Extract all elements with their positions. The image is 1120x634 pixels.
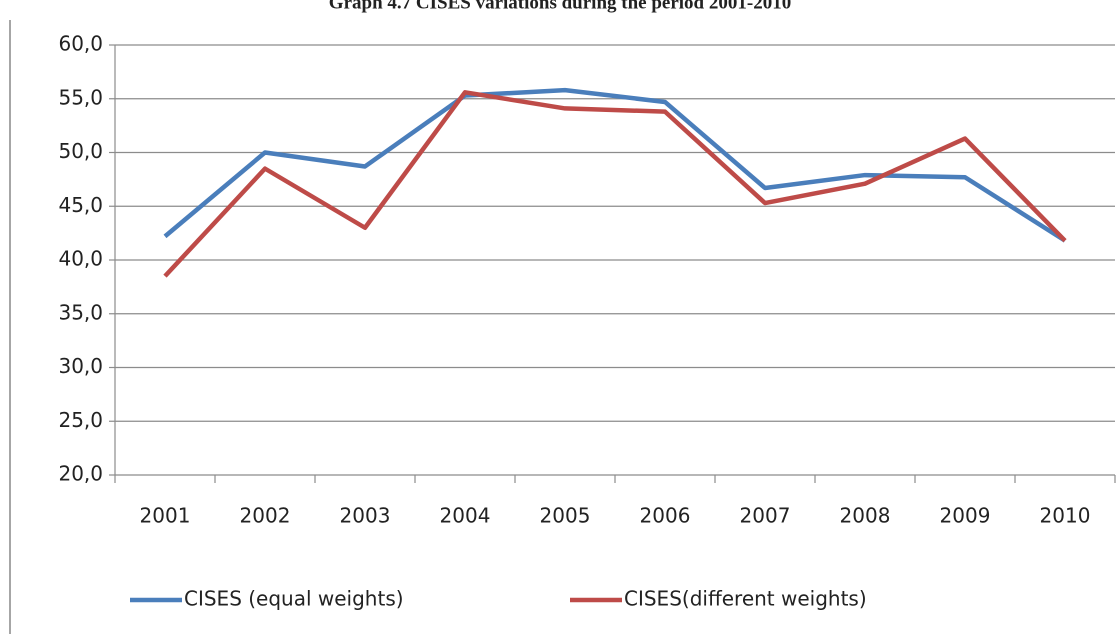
y-tick-label: 60,0 [58, 32, 103, 56]
y-tick-label: 45,0 [58, 193, 103, 217]
x-tick-label: 2006 [640, 504, 691, 528]
x-tick-label: 2008 [840, 504, 891, 528]
y-tick-label: 20,0 [58, 462, 103, 486]
chart-title: Graph 4.7 CISES variations during the pe… [329, 0, 791, 13]
legend-label: CISES(different weights) [624, 587, 867, 611]
series-line [163, 87, 1067, 243]
y-tick-label: 25,0 [58, 408, 103, 432]
x-tick-label: 2005 [540, 504, 591, 528]
y-tick-label: 50,0 [58, 139, 103, 163]
x-tick-label: 2003 [340, 504, 391, 528]
y-tick-label: 35,0 [58, 300, 103, 324]
x-tick-label: 2004 [440, 504, 491, 528]
x-tick-label: 2010 [1040, 504, 1091, 528]
x-tick-label: 2002 [240, 504, 291, 528]
x-tick-label: 2009 [940, 504, 991, 528]
y-tick-label: 55,0 [58, 85, 103, 109]
x-tick-label: 2001 [140, 504, 191, 528]
y-tick-label: 30,0 [58, 354, 103, 378]
y-tick-label: 40,0 [58, 247, 103, 271]
series-line [163, 90, 1067, 278]
legend-label: CISES (equal weights) [184, 587, 404, 611]
x-tick-label: 2007 [740, 504, 791, 528]
